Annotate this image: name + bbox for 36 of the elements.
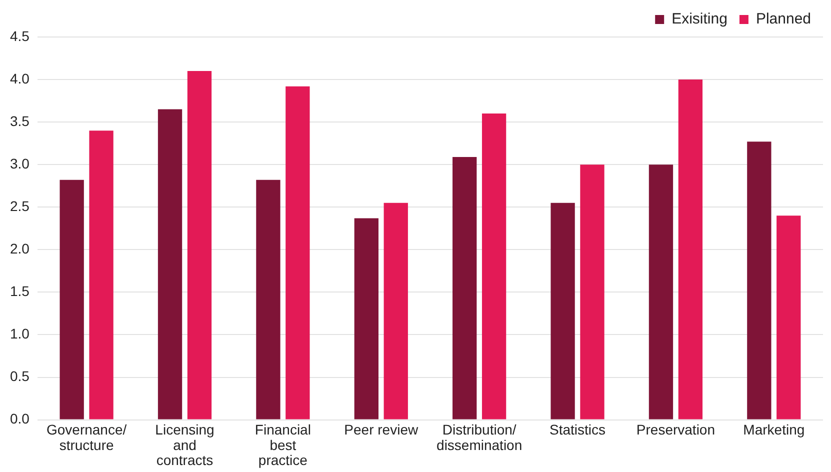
x-tick-label: Licensing and contracts	[155, 421, 214, 468]
y-tick-label: 2.0	[10, 240, 30, 257]
y-tick-label: 4.5	[10, 28, 30, 44]
bar	[482, 114, 506, 420]
x-tick-label: Peer review	[344, 421, 419, 438]
bar	[158, 109, 182, 420]
legend-label: Exisiting	[672, 10, 728, 28]
x-tick-label: Financial best practice	[254, 421, 311, 468]
bar	[648, 164, 674, 420]
y-tick-label: 0.5	[10, 368, 30, 384]
bar	[354, 218, 378, 420]
x-tick-label: Statistics	[550, 421, 606, 438]
bar	[550, 202, 575, 420]
x-tick-label: Marketing	[743, 421, 805, 438]
bar	[89, 130, 114, 420]
y-tick-label: 4.0	[10, 70, 30, 86]
bar	[256, 180, 280, 420]
x-tick-label: Preservation	[636, 421, 716, 438]
bar	[776, 216, 801, 420]
legend-label: Planned	[756, 10, 812, 28]
bar	[384, 202, 408, 420]
bar	[286, 86, 310, 420]
bar	[60, 180, 84, 420]
y-tick-label: 3.0	[10, 155, 30, 172]
bar	[678, 80, 703, 420]
bar	[452, 156, 477, 420]
bar	[747, 142, 772, 420]
y-tick-label: 1.0	[10, 326, 30, 342]
x-tick-label: Distribution/ dissemination	[436, 421, 522, 453]
y-tick-label: 2.5	[10, 198, 30, 214]
y-tick-label: 0.0	[10, 410, 30, 427]
y-tick-label: 3.5	[10, 112, 30, 129]
bar	[580, 164, 604, 420]
x-tick-label: Governance/ structure	[46, 421, 127, 453]
y-tick-label: 1.5	[10, 283, 30, 300]
bar	[187, 71, 212, 420]
